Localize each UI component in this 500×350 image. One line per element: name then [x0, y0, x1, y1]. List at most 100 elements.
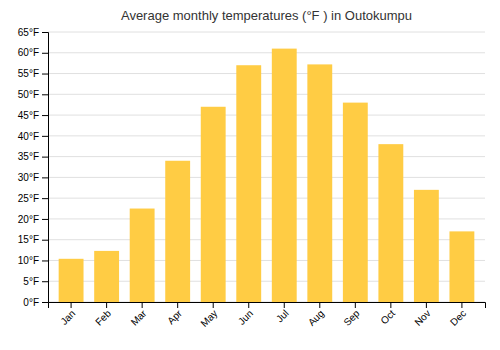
tick: Feb	[93, 302, 113, 328]
tick-mark	[142, 302, 143, 308]
tick-label: Apr	[165, 307, 184, 326]
bar	[236, 65, 261, 302]
bar	[414, 190, 439, 302]
tick: Jul	[274, 302, 291, 324]
tick-mark	[42, 260, 48, 261]
axis-line	[42, 33, 49, 303]
bar	[201, 107, 226, 302]
tick-mark	[213, 302, 214, 308]
plot: 0°F 5°F 10°F 15°F 20°F 25°F 30°F 35°F 40°F 45°F 50…	[18, 27, 486, 329]
tick: 50°F	[18, 89, 48, 100]
tick-mark	[177, 302, 178, 308]
tick-label: 60°F	[18, 47, 39, 58]
axis-line	[49, 303, 486, 309]
tick: Sep	[341, 302, 362, 328]
tick: 45°F	[18, 110, 48, 121]
tick-mark	[42, 74, 48, 75]
tick: 20°F	[18, 214, 48, 225]
tick: 40°F	[18, 131, 48, 142]
bar	[307, 64, 332, 302]
tick-label: 55°F	[18, 68, 39, 79]
bars	[59, 49, 475, 302]
tick: 65°F	[18, 27, 48, 38]
bar	[94, 251, 119, 302]
tick-mark	[319, 302, 320, 308]
tick-mark	[284, 302, 285, 308]
tick-mark	[42, 198, 48, 199]
tick-mark	[42, 240, 48, 241]
tick: Jun	[236, 302, 255, 327]
tick: Oct	[378, 302, 397, 326]
grid	[48, 32, 485, 302]
tick-label: 45°F	[18, 110, 39, 121]
tick-label: 35°F	[18, 151, 39, 162]
grid-line	[48, 156, 485, 157]
tick-label: Sep	[341, 307, 362, 328]
tick-label: 10°F	[18, 255, 39, 266]
tick-mark	[390, 302, 391, 308]
bar	[165, 161, 190, 302]
tick-label: 25°F	[18, 193, 39, 204]
tick: 5°F	[23, 276, 48, 287]
tick-label: Dec	[448, 308, 468, 328]
tick-label: Oct	[378, 308, 397, 327]
grid-line	[48, 52, 485, 53]
tick: Aug	[306, 302, 326, 328]
tick-mark	[42, 136, 48, 137]
tick-label: Jun	[236, 308, 255, 327]
tick: 15°F	[18, 234, 48, 245]
grid-line	[48, 177, 485, 178]
tick-mark	[42, 281, 48, 282]
tick-mark	[461, 302, 462, 308]
tick-label: 15°F	[18, 234, 39, 245]
tick-mark	[42, 157, 48, 158]
tick-mark	[42, 219, 48, 220]
tick-label: Jan	[58, 308, 77, 327]
tick: Dec	[448, 302, 468, 328]
tick-mark	[42, 53, 48, 54]
bar	[449, 231, 474, 302]
title: Average monthly temperatures (°F ) in Ou…	[121, 8, 412, 23]
bar	[130, 209, 155, 302]
tick-label: Jul	[274, 308, 291, 325]
tick-mark	[426, 302, 427, 308]
tick: 60°F	[18, 47, 48, 58]
tick: May	[198, 302, 219, 329]
tick: Apr	[165, 302, 184, 326]
grid-line	[48, 32, 485, 33]
y-axis: 0°F 5°F 10°F 15°F 20°F 25°F 30°F 35°F 40°F 45°F 50…	[18, 27, 49, 308]
grid-line	[48, 73, 485, 74]
tick-label: 50°F	[18, 89, 39, 100]
tick-label: Aug	[306, 308, 326, 328]
bar	[343, 103, 368, 302]
tick: Mar	[129, 302, 149, 328]
tick: 30°F	[18, 172, 48, 183]
tick-mark	[248, 302, 249, 308]
tick-label: Feb	[93, 307, 113, 327]
tick-label: 65°F	[18, 27, 39, 38]
tick-label: 5°F	[23, 276, 39, 287]
tick: 25°F	[18, 193, 48, 204]
bar	[272, 49, 297, 302]
tick-label: 30°F	[18, 172, 39, 183]
tick-mark	[106, 302, 107, 308]
bar	[59, 259, 84, 302]
tick: Nov	[412, 302, 432, 328]
grid-line	[48, 135, 485, 136]
tick: 35°F	[18, 151, 48, 162]
tick-mark	[71, 302, 72, 308]
tick-label: Mar	[129, 307, 149, 327]
tick: 10°F	[18, 255, 48, 266]
tick-mark	[42, 32, 48, 33]
tick-mark	[42, 177, 48, 178]
tick: 0°F	[23, 297, 48, 308]
chart: 0°F 5°F 10°F 15°F 20°F 25°F 30°F 35°F 40°F 45°F 50…	[0, 0, 500, 350]
tick: Jan	[58, 302, 77, 327]
tick-mark	[42, 94, 48, 95]
tick-label: Nov	[412, 308, 432, 328]
tick-mark	[42, 115, 48, 116]
tick: 55°F	[18, 68, 48, 79]
tick-mark	[42, 302, 48, 303]
tick-label: 0°F	[23, 297, 39, 308]
grid-line	[48, 115, 485, 116]
